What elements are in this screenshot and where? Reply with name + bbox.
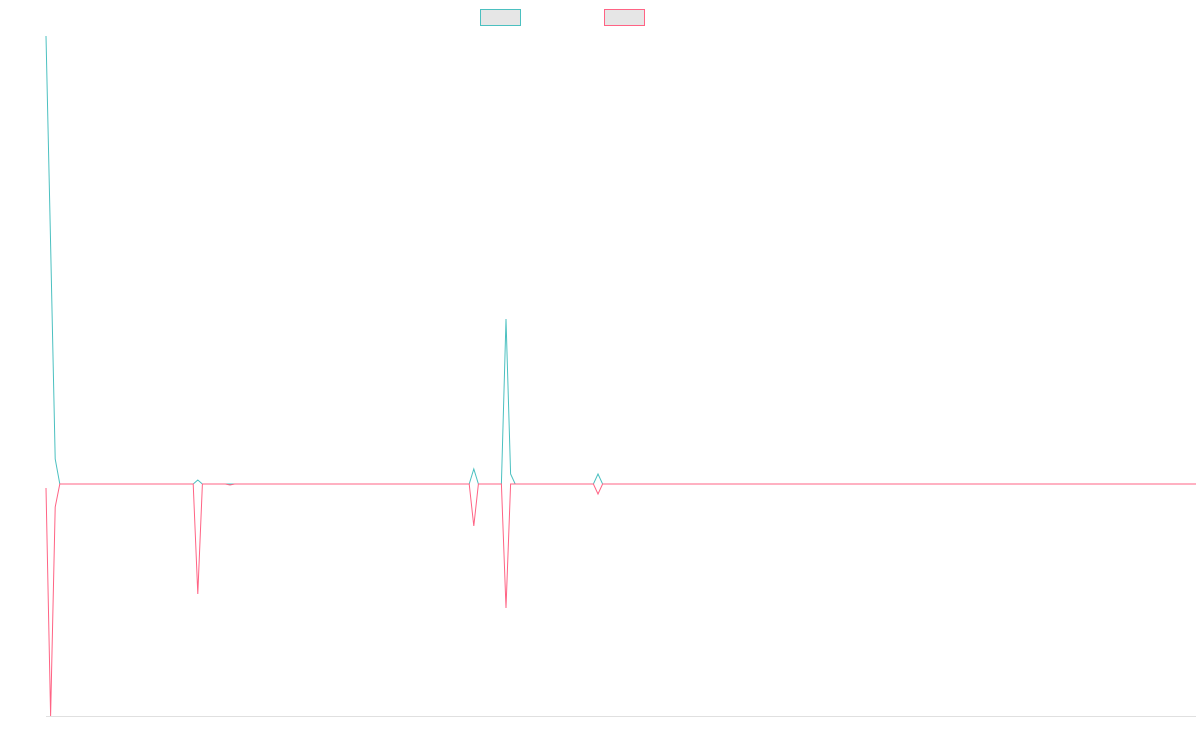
legend-swatch bbox=[480, 9, 521, 26]
line-series bbox=[45, 483, 1196, 717]
line-series bbox=[45, 35, 1196, 485]
legend-swatch bbox=[604, 9, 645, 26]
